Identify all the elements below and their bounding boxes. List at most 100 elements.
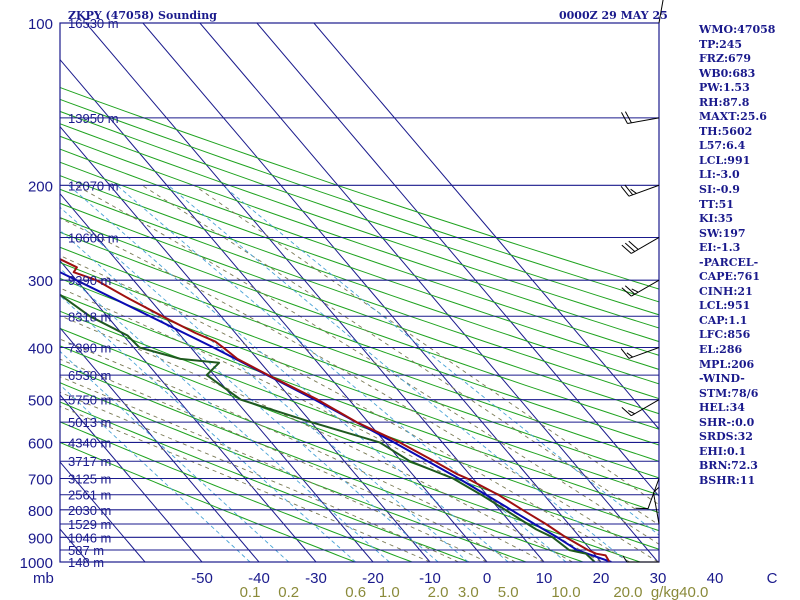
isotherm-line <box>60 260 317 562</box>
isotherm-line <box>60 394 203 562</box>
index-item: SW:197 <box>699 226 746 240</box>
pressure-label: 800 <box>28 503 53 520</box>
index-item: RH:87.8 <box>699 95 750 109</box>
height-label: 5750 m <box>68 393 111 408</box>
temperature-line <box>60 247 611 562</box>
mixing-ratio-line <box>116 184 567 562</box>
height-label: 5013 m <box>68 415 111 430</box>
height-label: 587 m <box>68 543 104 558</box>
pressure-label: 400 <box>28 341 53 358</box>
index-item: EL:286 <box>699 343 743 357</box>
index-item: WMO:47058 <box>699 23 776 36</box>
index-item: LCL:951 <box>699 299 751 313</box>
index-item: WB0:683 <box>699 66 756 80</box>
temperature-tick-label: 40 <box>707 570 724 587</box>
pressure-label: 300 <box>28 273 53 290</box>
mixing-ratio-label: 1.0 <box>379 584 400 600</box>
wind-barb <box>621 111 660 124</box>
index-item: SHR-:0.0 <box>699 415 755 429</box>
mixing-ratio-label: 2.0 <box>428 584 449 600</box>
height-label: 4340 m <box>68 435 111 450</box>
temperature-tick-label: -40 <box>248 570 270 587</box>
height-label: 6530 m <box>68 368 111 383</box>
index-item: MAXT:25.6 <box>699 110 767 124</box>
wind-barb <box>621 279 660 297</box>
isotherm-line <box>0 23 31 562</box>
index-item: L57:6.4 <box>699 139 746 153</box>
index-item: STM:78/6 <box>699 386 759 400</box>
wind-barb <box>635 478 660 510</box>
index-item: MPL:206 <box>699 357 755 371</box>
height-label: 13950 m <box>68 111 119 126</box>
pressure-unit-label: mb <box>33 570 54 587</box>
isotherm-line <box>60 125 431 562</box>
height-label: 16530 m <box>68 16 119 31</box>
index-item: -WIND- <box>699 372 745 386</box>
index-item: SI:-0.9 <box>699 183 740 197</box>
isotherm-line <box>85 23 545 562</box>
temperature-tick-label: 30 <box>650 570 667 587</box>
height-label: 12070 m <box>68 178 119 193</box>
pressure-label: 700 <box>28 472 53 489</box>
index-item: CINH:21 <box>699 284 753 298</box>
height-label: 1046 m <box>68 530 111 545</box>
height-label: 7390 m <box>68 341 111 356</box>
height-label: 8318 m <box>68 309 111 324</box>
isotherm-line <box>256 23 659 497</box>
index-item: SRDS:32 <box>699 430 753 444</box>
mixing-ratio-label: 40.0 <box>679 584 708 600</box>
index-item: TP:245 <box>699 37 743 51</box>
index-item: EI:-1.3 <box>699 241 741 255</box>
mixing-ratio-line <box>60 267 390 562</box>
index-item: FRZ:679 <box>699 52 752 66</box>
temperature-tick-label: 20 <box>593 570 610 587</box>
height-label: 2561 m <box>68 488 111 503</box>
chart-time: 0000Z 29 MAY 25 <box>559 9 668 22</box>
index-item: -PARCEL- <box>699 255 759 269</box>
index-item: LI:-3.0 <box>699 168 740 182</box>
index-item: EHI:0.1 <box>699 444 747 458</box>
height-label: 1529 m <box>68 517 111 532</box>
mixing-ratio-label: 20.0 <box>613 584 642 600</box>
isotherm-line <box>142 23 602 562</box>
isotherm-line <box>60 461 146 562</box>
index-item: KI:35 <box>699 212 734 226</box>
dewpoint-line <box>60 293 596 562</box>
height-label: 3717 m <box>68 454 111 469</box>
temperature-tick-label: -10 <box>419 570 441 587</box>
chart-title: ZKPY (47058) Sounding <box>68 9 217 22</box>
height-label: 3125 m <box>68 472 111 487</box>
pressure-label: 200 <box>28 178 53 195</box>
index-item: CAPE:761 <box>699 270 760 284</box>
wind-barb <box>658 0 664 24</box>
moist-adiabat-line <box>75 184 659 545</box>
wind-barb <box>621 237 660 254</box>
index-item: LCL:991 <box>699 153 751 167</box>
wind-barb <box>620 184 660 197</box>
pressure-label: 1000 <box>20 555 53 572</box>
index-item: TT:51 <box>699 197 734 211</box>
isotherm-line <box>199 23 659 562</box>
temperature-tick-label: -30 <box>305 570 327 587</box>
pressure-label: 500 <box>28 393 53 410</box>
index-item: PW:1.53 <box>699 81 750 95</box>
index-item: BSHR:11 <box>699 473 756 487</box>
height-label: 2030 m <box>68 503 111 518</box>
temperature-tick-label: 0 <box>483 570 491 587</box>
temperature-tick-label: 10 <box>536 570 553 587</box>
wind-barb <box>622 555 659 563</box>
mixing-ratio-label: 3.0 <box>458 584 479 600</box>
mixing-ratio-label: 0.2 <box>278 584 299 600</box>
mixing-ratio-label: 0.1 <box>240 584 261 600</box>
wind-barb <box>620 347 660 359</box>
mixing-ratio-label: 5.0 <box>498 584 519 600</box>
index-item: CAP:1.1 <box>699 313 748 327</box>
temperature-tick-label: -20 <box>362 570 384 587</box>
mixing-ratio-line <box>60 295 356 562</box>
pressure-label: 100 <box>28 16 53 33</box>
isotherm-line <box>313 23 659 430</box>
indices-panel: WMO:47058 TP:245 FRZ:679 WB0:683 PW:1.53 RH:8… <box>699 23 775 489</box>
height-label: 148 m <box>68 555 104 570</box>
wind-barb <box>621 399 660 417</box>
